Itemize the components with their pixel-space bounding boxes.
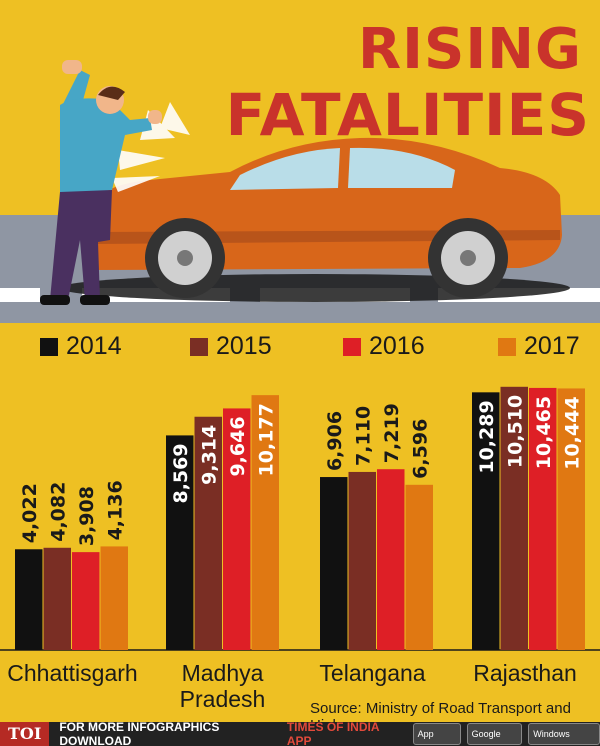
google-play-badge[interactable]: Google play <box>466 723 523 746</box>
title-line-1: RISING <box>358 17 582 82</box>
bar-telangana-2016 <box>377 469 405 650</box>
bar-chhattisgarh-2016 <box>72 552 100 650</box>
category-label-madhya-pradesh: Madhya Pradesh <box>150 660 295 713</box>
category-label-chhattisgarh: Chhattisgarh <box>7 660 138 686</box>
data-label-chhattisgarh-2015: 4,082 <box>47 482 69 542</box>
legend-item-2014: 2014 <box>40 332 122 361</box>
bar-madhya-pradesh-2014 <box>166 435 194 650</box>
windows-phone-badge[interactable]: Windows Phone <box>528 723 600 746</box>
data-label-chhattisgarh-2016: 3,908 <box>76 486 98 546</box>
data-label-chhattisgarh-2017: 4,136 <box>104 480 126 540</box>
legend-label-2017: 2017 <box>524 332 580 360</box>
data-label-rajasthan-2014: 10,289 <box>476 400 498 473</box>
data-label-telangana-2017: 6,596 <box>409 419 431 479</box>
bar-chhattisgarh-2017 <box>100 546 128 650</box>
data-label-rajasthan-2016: 10,465 <box>533 396 555 469</box>
legend-label-2014: 2014 <box>66 332 122 360</box>
data-label-chhattisgarh-2014: 4,022 <box>19 483 41 543</box>
legend-swatch-2015 <box>190 337 208 356</box>
legend-label-2015: 2015 <box>216 332 272 360</box>
bar-telangana-2015 <box>348 471 376 650</box>
category-label-madhya-line2: Pradesh <box>179 686 266 713</box>
legend-item-2015: 2015 <box>190 332 272 361</box>
category-label-madhya-line1: Madhya <box>181 660 264 686</box>
data-label-madhya-pradesh-2017: 10,177 <box>255 403 277 476</box>
legend-label-2016: 2016 <box>369 332 425 360</box>
bar-madhya-pradesh-2017 <box>251 395 279 650</box>
crash-illustration <box>0 0 600 330</box>
pedestrian-icon <box>40 60 162 305</box>
footer-bar: TOI FOR MORE INFOGRAPHICS DOWNLOAD TIMES… <box>0 720 600 746</box>
bar-rajasthan-2016 <box>529 387 557 650</box>
bar-telangana-2014 <box>320 477 348 650</box>
title-line-2: FATALITIES <box>225 81 590 149</box>
toi-logo: TOI <box>0 722 50 746</box>
legend-swatch-2016 <box>343 337 361 356</box>
bar-madhya-pradesh-2015 <box>194 416 222 650</box>
data-label-madhya-pradesh-2015: 9,314 <box>198 425 220 485</box>
data-label-madhya-pradesh-2016: 9,646 <box>227 416 249 476</box>
footer-text: FOR MORE INFOGRAPHICS DOWNLOAD <box>59 720 220 746</box>
data-label-telangana-2015: 7,110 <box>352 406 374 466</box>
bar-rajasthan-2014 <box>472 392 500 650</box>
app-store-badge[interactable]: App Store <box>412 723 461 746</box>
data-label-madhya-pradesh-2014: 8,569 <box>170 443 192 503</box>
data-label-telangana-2014: 6,906 <box>324 411 346 471</box>
bar-chhattisgarh-2015 <box>43 547 71 650</box>
bar-rajasthan-2017 <box>557 388 585 650</box>
bar-chhattisgarh-2014 <box>15 549 43 650</box>
bar-madhya-pradesh-2016 <box>223 408 251 650</box>
legend-swatch-2014 <box>40 337 58 356</box>
legend-swatch-2017 <box>498 337 516 356</box>
footer-app-name: TIMES OF INDIA APP <box>286 720 380 746</box>
legend-item-2017: 2017 <box>498 332 580 361</box>
car-icon <box>83 137 562 298</box>
data-label-telangana-2016: 7,219 <box>381 403 403 463</box>
bar-telangana-2017 <box>405 484 433 650</box>
bar-rajasthan-2015 <box>500 386 528 650</box>
data-label-rajasthan-2017: 10,444 <box>561 396 583 469</box>
legend-item-2016: 2016 <box>343 332 425 361</box>
category-label-telangana: Telangana <box>319 660 426 686</box>
data-label-rajasthan-2015: 10,510 <box>504 395 526 468</box>
category-label-rajasthan: Rajasthan <box>473 660 577 686</box>
